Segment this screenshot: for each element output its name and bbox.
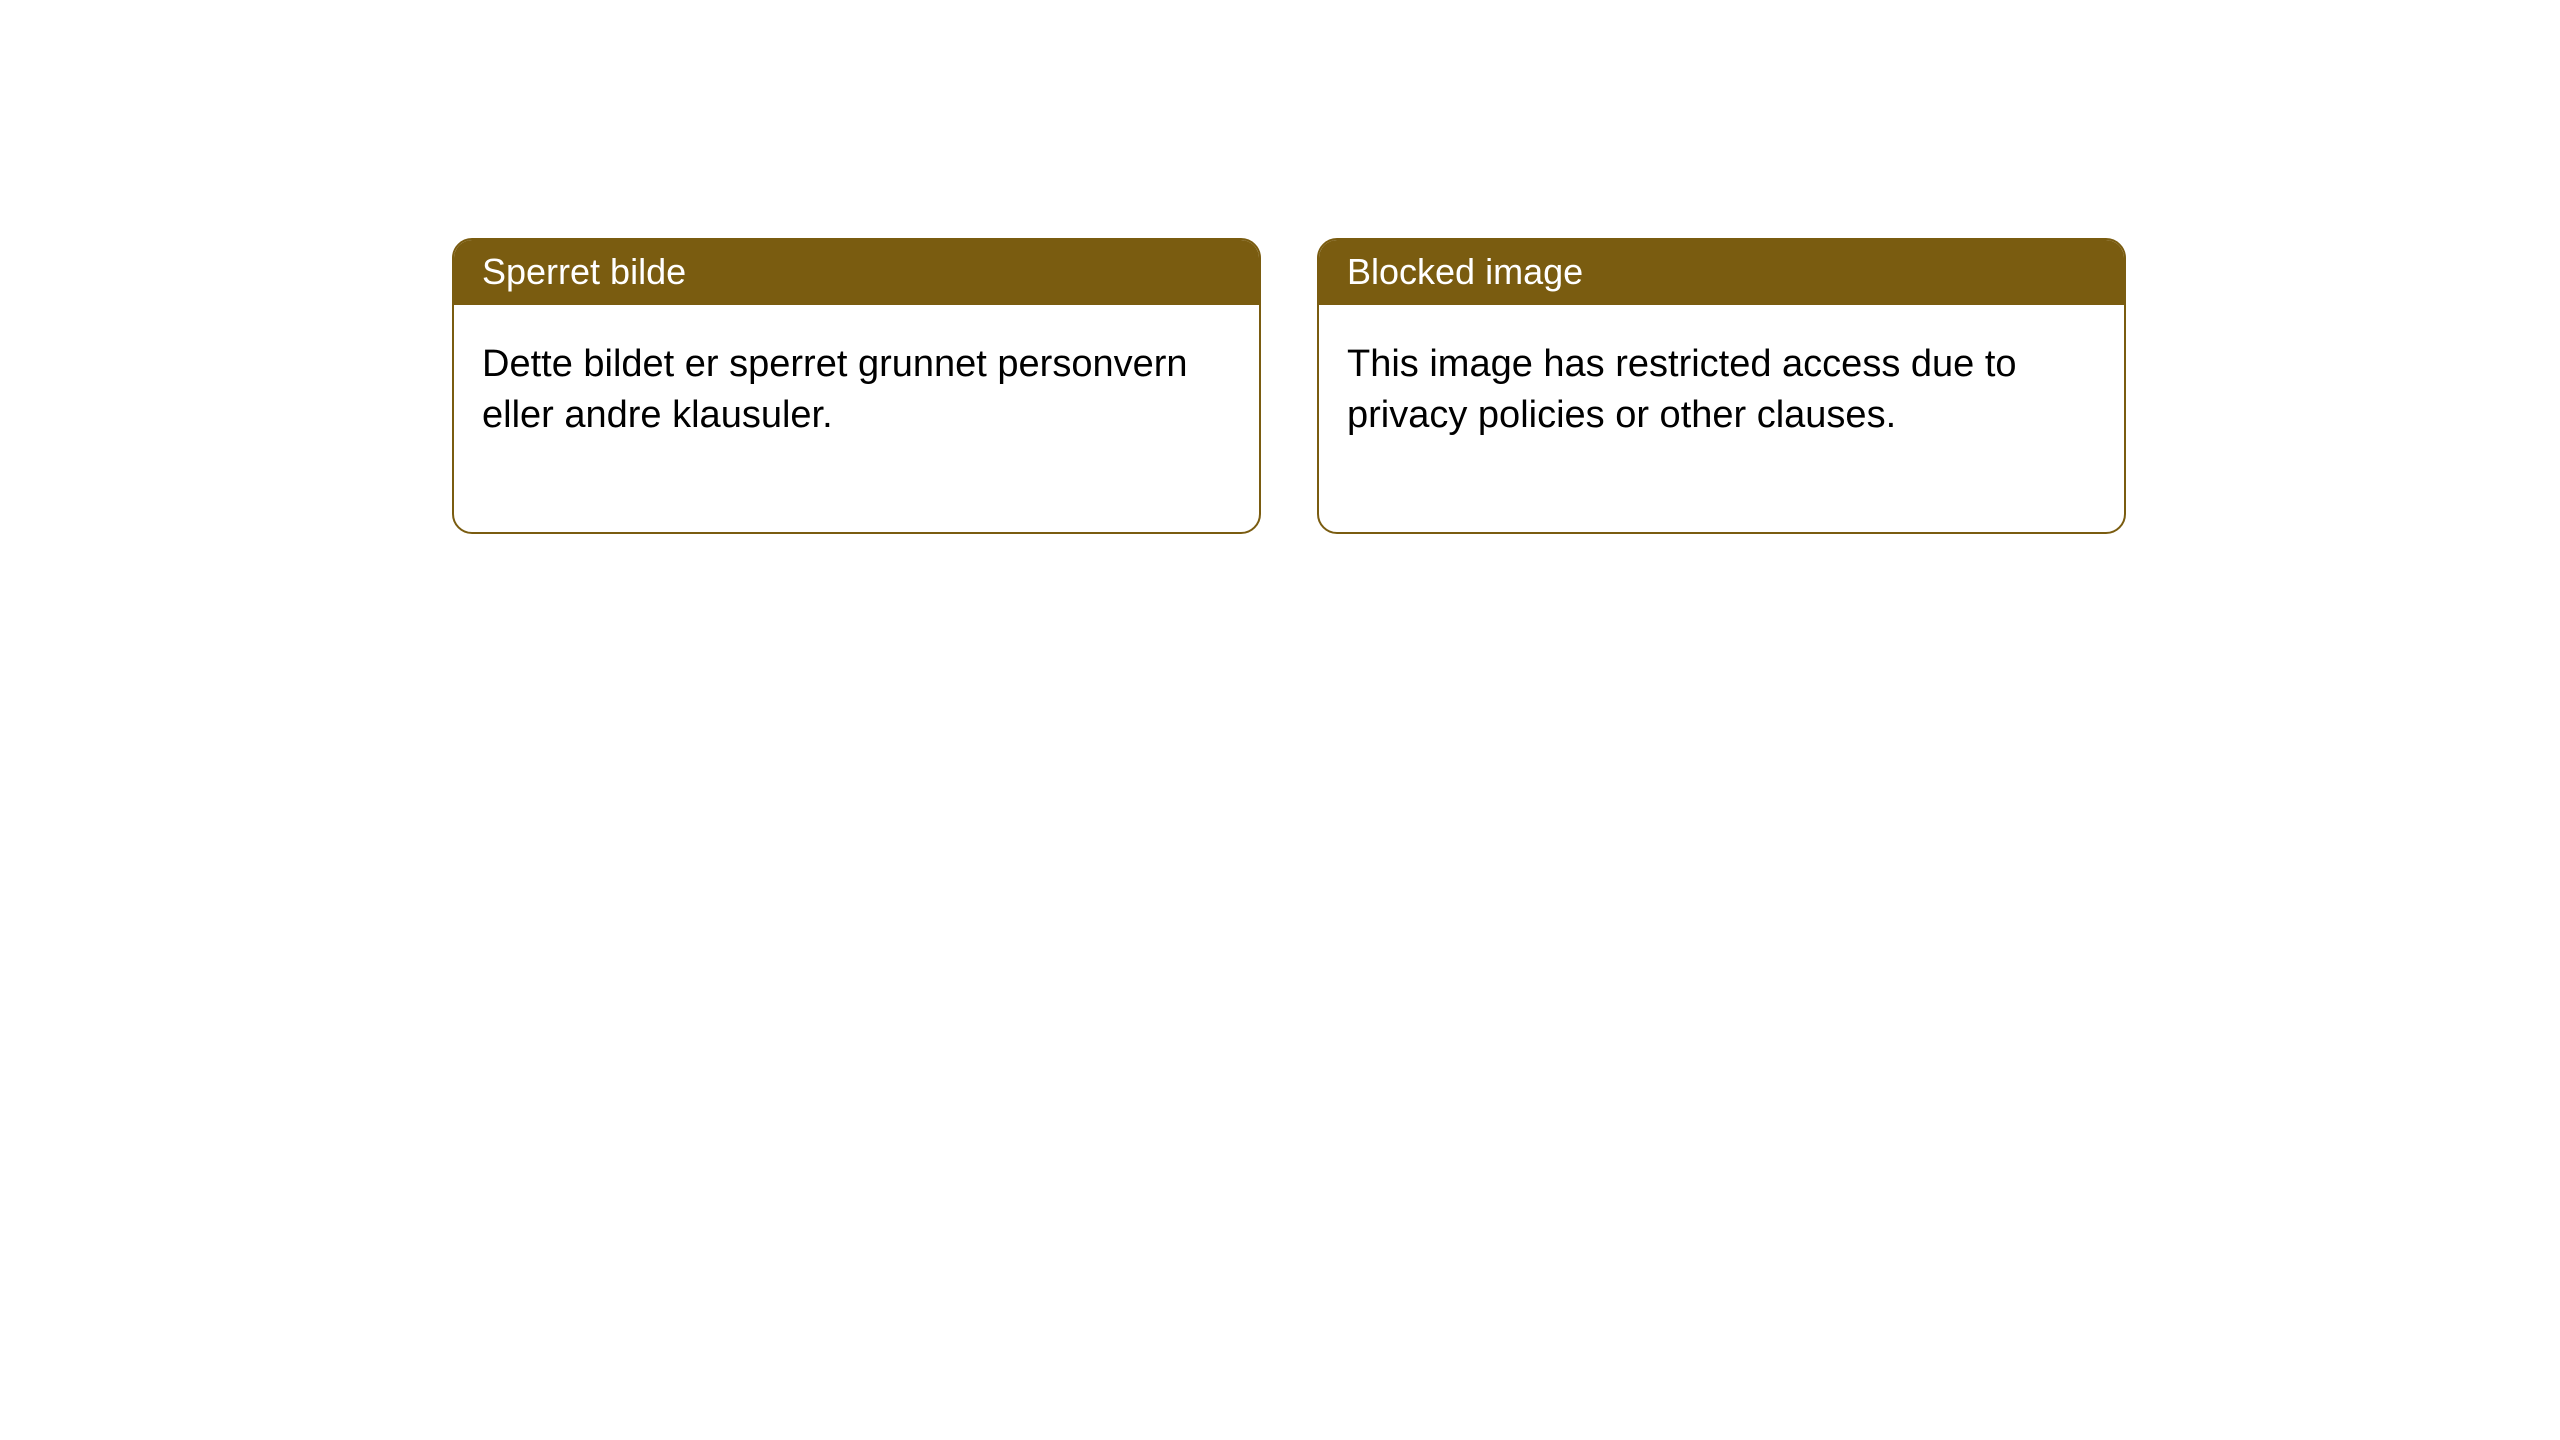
card-title: Blocked image: [1319, 240, 2124, 305]
card-title: Sperret bilde: [454, 240, 1259, 305]
card-container: Sperret bilde Dette bildet er sperret gr…: [0, 0, 2560, 534]
card-body-text: Dette bildet er sperret grunnet personve…: [454, 305, 1259, 532]
notice-card-english: Blocked image This image has restricted …: [1317, 238, 2126, 534]
card-body-text: This image has restricted access due to …: [1319, 305, 2124, 532]
notice-card-norwegian: Sperret bilde Dette bildet er sperret gr…: [452, 238, 1261, 534]
